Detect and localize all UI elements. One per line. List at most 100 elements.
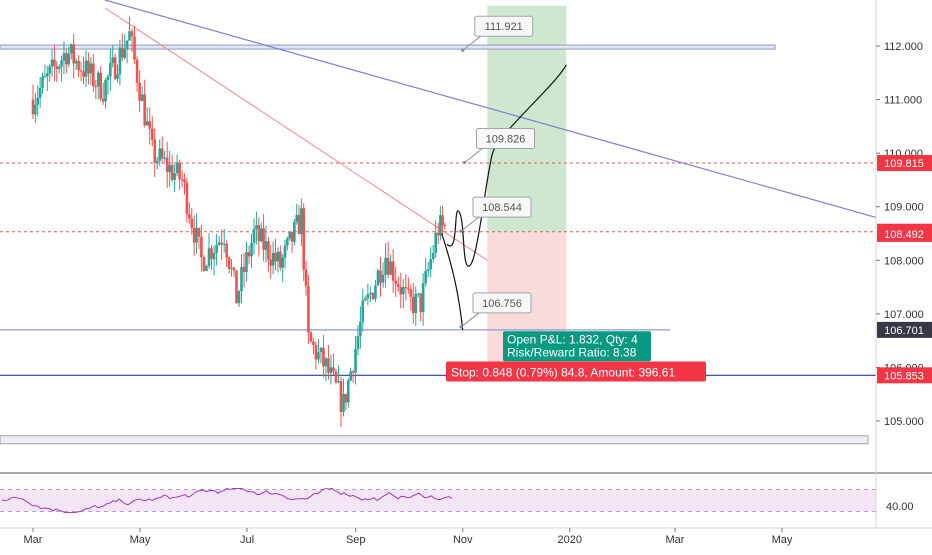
candle [317,339,320,364]
candle [371,291,375,301]
candle [220,229,223,261]
candle-body [128,31,131,41]
candle-body [324,358,328,367]
candle [43,65,47,78]
candle [150,116,154,147]
candle [140,86,144,102]
candle [356,325,360,356]
candle [374,279,377,303]
candle-body [210,248,213,260]
candle-body [65,53,68,65]
callout-pointer [460,312,480,328]
candle-body [45,73,49,77]
candle-body [67,53,71,65]
candle [148,107,152,145]
candle [419,293,422,322]
candle [53,44,56,81]
candle-body [354,348,357,373]
callout-label: 111.921 [485,21,523,33]
x-tick-label: Sep [346,534,366,546]
candle [443,222,447,230]
candle [237,289,241,308]
candle-body [250,242,253,257]
candle [180,170,184,188]
candle-body [381,274,385,283]
candle [300,198,303,247]
stop-label-box [446,361,706,382]
candle [67,46,71,68]
candle [123,34,126,60]
callout-pointer [460,216,480,232]
candle-body [386,257,390,275]
candle [426,261,430,278]
stop-label: Stop: 0.848 (0.79%) 84.8, Amount: 396.61 [451,365,675,379]
candle [439,206,442,241]
price-tag-label: 108.492 [884,229,924,241]
candle-body [257,225,261,242]
candle-body [366,294,370,299]
candle-body [421,283,425,313]
candle [87,52,90,85]
candle-body [441,215,444,226]
candle [65,48,68,74]
candle [339,376,343,428]
candle-body [148,121,152,129]
candle-body [227,257,231,269]
candle [276,247,280,273]
x-tick-label: Mar [666,534,685,546]
candle [38,76,42,108]
pnl-label-box [503,331,651,362]
candle [160,136,164,164]
projection-down-curve [441,233,464,330]
candle [262,214,265,262]
candle-body [170,164,174,180]
rr-label: Risk/Reward Ratio: 8.38 [507,345,637,359]
candle-body [374,285,377,299]
candle [297,204,301,235]
candle-body [53,59,56,67]
candle [394,266,398,297]
candle-body [130,31,134,37]
candle-body [434,232,437,253]
x-tick-label: Jul [240,534,254,546]
background-layer [487,5,567,376]
candle-body [38,87,42,98]
candle-body [337,380,340,383]
candle [57,64,61,74]
candle [288,231,291,241]
candle-body [240,266,243,292]
candle [173,164,176,193]
callout-box [474,15,534,37]
candle [346,378,350,408]
candle-body [143,94,146,126]
price-tag [877,367,932,384]
candle [351,369,355,383]
candle [77,55,80,78]
candle-body [183,179,186,183]
candle-body [153,139,157,163]
candle-body [200,236,203,258]
candle [99,66,103,102]
candle [89,57,93,85]
candle-body [185,182,189,214]
candle [96,70,100,100]
callout-box [472,292,532,314]
candle [145,107,149,126]
candle-body [150,128,154,140]
candle-body [113,57,117,79]
candle-body [407,288,410,290]
candle [252,218,256,255]
candle-body [327,358,330,373]
callout-anchor [459,325,463,329]
candle [359,306,362,349]
candle-body [269,259,273,266]
candle-body [69,44,73,54]
candle-body [188,213,191,219]
candle [399,272,403,309]
price-callout: 108.544 [459,196,532,233]
candle-body [160,148,164,159]
candle [72,33,75,79]
